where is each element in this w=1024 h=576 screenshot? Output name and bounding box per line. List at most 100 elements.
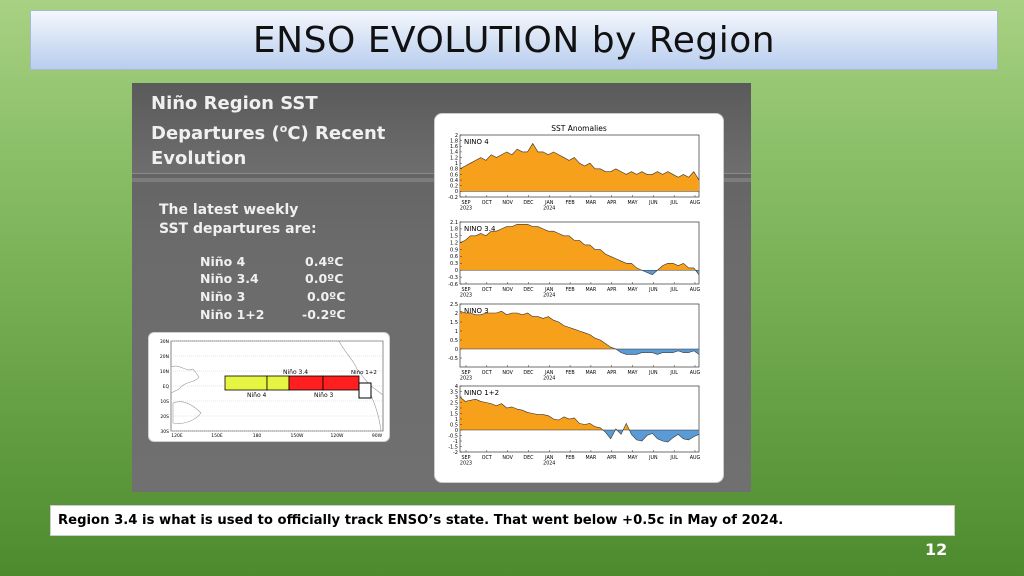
label-nino12: Niño 1+2 [351, 370, 377, 376]
x-tick-label: MAY [628, 455, 638, 461]
latest-line: SST departures are: [159, 221, 317, 237]
series-line [460, 396, 699, 443]
x-tick-label: NOV [502, 200, 513, 206]
map-lon-label: 90W [372, 433, 383, 439]
series-line [460, 310, 699, 355]
y-tick-label: -1.5 [448, 444, 458, 450]
region-value: -0.2ºC [302, 307, 346, 322]
x-tick-label: 2024 [543, 376, 555, 382]
x-tick-label: OCT [482, 287, 492, 293]
x-tick-label: MAR [586, 200, 597, 206]
x-tick-label: APR [607, 370, 617, 376]
x-tick-label: NOV [502, 287, 513, 293]
sst-anomalies-chart: SST Anomalies 2 1.8 1.6 1.4 1.2 1 0.8 0.6 0.4 0.2… [434, 113, 724, 483]
latest-text: The latest weekly SST departures are: [159, 201, 317, 239]
y-tick-label: 1 [455, 417, 458, 423]
positive-area [460, 397, 699, 430]
land-outline [172, 401, 202, 424]
heading-line: Evolution [151, 148, 247, 169]
x-tick-label: 2023 [460, 376, 472, 382]
region-value: 0.0ºC [307, 289, 346, 304]
y-tick-label: -0.3 [448, 275, 458, 281]
map-lat-label: 30S [160, 429, 169, 435]
heading-line: Departures (oC) Recent [151, 122, 386, 144]
x-tick-label: FEB [566, 370, 575, 376]
heading-line: Niño Region SST [151, 93, 318, 114]
x-tick-label: DEC [523, 287, 534, 293]
y-tick-label: 0.4 [450, 178, 458, 184]
y-tick-label: 0 [455, 347, 458, 353]
map-lat-label: 10S [160, 399, 169, 405]
y-tick-label: 1.2 [450, 240, 458, 246]
y-tick-label: 0 [455, 268, 458, 274]
x-tick-label: JAN [544, 287, 554, 293]
chart-svg: SST Anomalies 21.81.61.41.210.80.60.40.2… [448, 124, 701, 467]
x-tick-label: MAR [586, 455, 597, 461]
x-tick-label: NOV [502, 370, 513, 376]
latest-line: The latest weekly [159, 202, 299, 218]
x-tick-label: APR [607, 200, 617, 206]
y-tick-label: 1 [455, 161, 458, 167]
map-lon-label: 180 [253, 433, 262, 439]
x-tick-label: MAR [586, 287, 597, 293]
x-tick-label: APR [607, 455, 617, 461]
x-tick-label: AUG [690, 455, 701, 461]
x-tick-label: JAN [544, 200, 554, 206]
y-tick-label: -0.6 [448, 282, 458, 288]
x-tick-label: SEP [462, 200, 471, 206]
land-outline [370, 394, 382, 432]
chart-panel: 21.81.61.41.210.80.60.40.20-0.2 NINO 4 SEP… [448, 133, 700, 212]
y-tick-label: 0.5 [450, 338, 458, 344]
y-tick-label: 0.5 [450, 422, 458, 428]
region-name: Niño 3 [200, 289, 246, 304]
panel-heading: Niño Region SST Departures (oC) Recent E… [151, 91, 385, 171]
region-name: Niño 4 [200, 254, 246, 269]
map-lon-label: 120E [171, 433, 183, 439]
map-lat-label: 10N [160, 369, 169, 375]
region-row: Niño 4 0.4ºC [200, 254, 360, 269]
x-tick-label: 2024 [543, 461, 555, 467]
nino4-box [224, 375, 268, 391]
map-lat-label: EQ [163, 384, 170, 390]
map-lat-label: 20S [160, 414, 169, 420]
y-tick-label: -0.5 [448, 433, 458, 439]
y-tick-label: 0.6 [450, 254, 458, 260]
x-tick-label: JUN [648, 370, 658, 376]
nino-regions-map: 30N 20N 10N EQ 10S 20S 30S 120E 150E 180 150W 120W… [148, 332, 390, 442]
nino12-box [358, 382, 372, 399]
y-tick-label: 0.6 [450, 172, 458, 178]
positive-area [460, 143, 699, 192]
y-tick-label: 0.8 [450, 167, 458, 173]
y-tick-label: 1.2 [450, 155, 458, 161]
x-tick-label: SEP [462, 370, 471, 376]
map-lat-label: 20N [160, 354, 169, 360]
y-tick-label: 1 [455, 329, 458, 335]
map-lon-label: 120W [330, 433, 344, 439]
region-row: Niño 3.4 0.0ºC [200, 271, 360, 286]
y-tick-label: 1.8 [450, 138, 458, 144]
panel-label: NINO 4 [464, 138, 489, 146]
chart-title: SST Anomalies [551, 124, 607, 133]
y-tick-label: 0.3 [450, 261, 458, 267]
x-tick-label: MAY [628, 200, 638, 206]
title-bar: ENSO EVOLUTION by Region [30, 10, 998, 70]
region-row: Niño 1+2 -0.2ºC [200, 307, 360, 322]
y-tick-label: 1.4 [450, 150, 458, 156]
x-tick-label: JAN [544, 455, 554, 461]
page-number: 12 [925, 540, 948, 559]
nino34-west-box [266, 375, 290, 391]
caption-text: Region 3.4 is what is used to officially… [58, 513, 784, 528]
land-outline [170, 365, 200, 394]
x-tick-label: 2024 [543, 206, 555, 212]
map-lon-label: 150W [290, 433, 304, 439]
region-name: Niño 1+2 [200, 307, 265, 322]
map-svg: 30N 20N 10N EQ 10S 20S 30S 120E 150E 180 150W 120W… [160, 339, 384, 439]
x-tick-label: NOV [502, 455, 513, 461]
x-tick-label: DEC [523, 455, 534, 461]
y-tick-label: 2 [455, 133, 458, 139]
y-tick-label: 2.5 [450, 302, 458, 308]
panel-label: NINO 3.4 [464, 225, 496, 233]
label-nino34: Niño 3.4 [283, 369, 308, 376]
x-tick-label: APR [607, 287, 617, 293]
y-tick-label: 1.5 [450, 320, 458, 326]
